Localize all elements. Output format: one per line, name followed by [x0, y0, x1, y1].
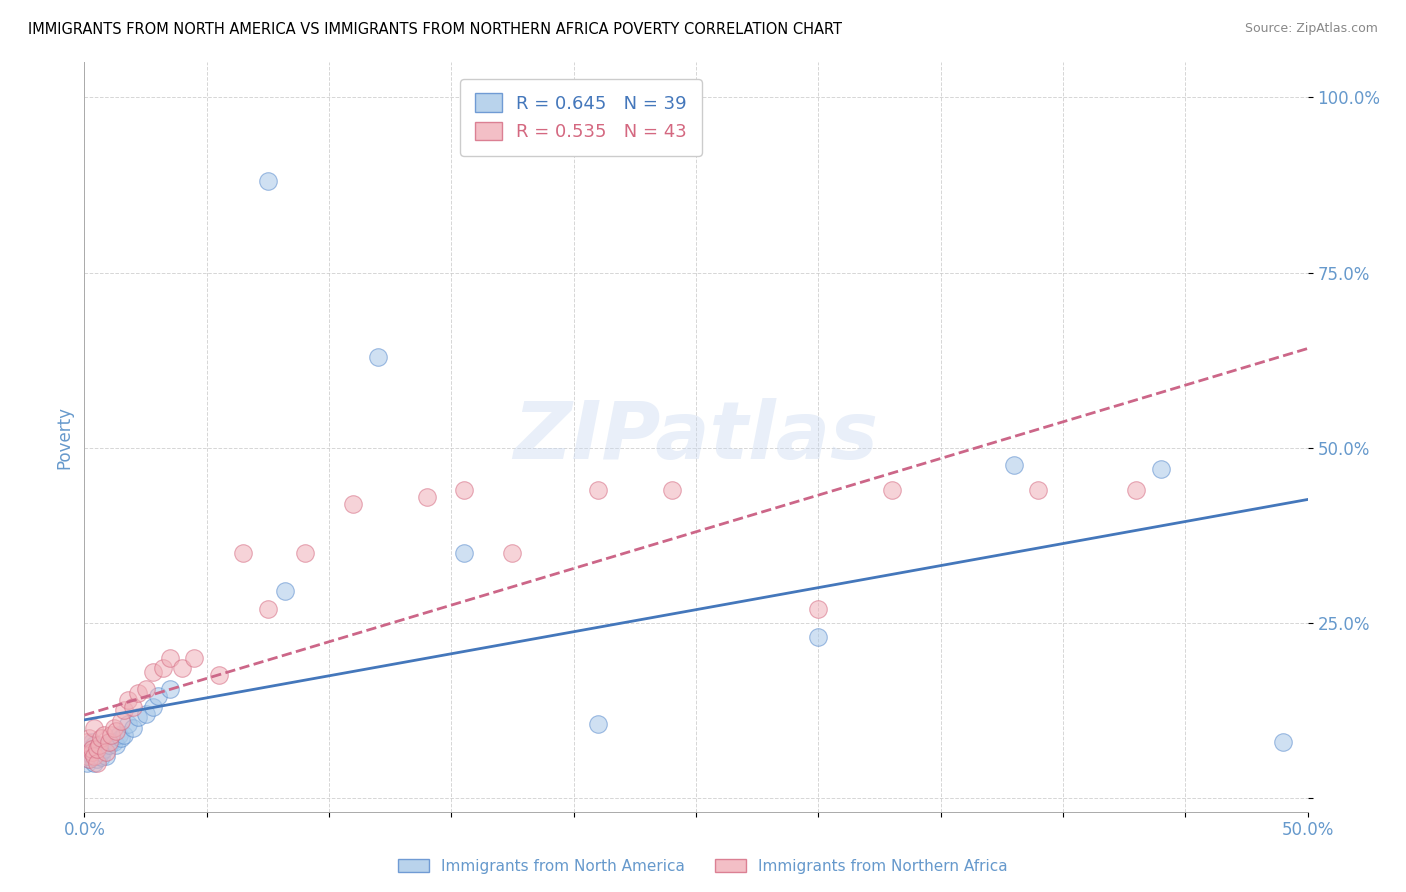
Point	[117, 717, 139, 731]
Point	[80, 748, 103, 763]
Legend: R = 0.645   N = 39, R = 0.535   N = 43: R = 0.645 N = 39, R = 0.535 N = 43	[460, 79, 702, 155]
Point	[76, 734, 98, 748]
Point	[257, 601, 280, 615]
Point	[159, 650, 181, 665]
Point	[159, 682, 181, 697]
Point	[112, 703, 135, 717]
Point	[453, 483, 475, 497]
Point	[83, 738, 105, 752]
Point	[117, 692, 139, 706]
Point	[367, 350, 389, 364]
Point	[86, 741, 108, 756]
Point	[172, 661, 194, 675]
Point	[127, 686, 149, 700]
Text: Source: ZipAtlas.com: Source: ZipAtlas.com	[1244, 22, 1378, 36]
Point	[807, 601, 830, 615]
Point	[76, 756, 98, 770]
Point	[232, 546, 254, 560]
Point	[86, 752, 108, 766]
Point	[342, 497, 364, 511]
Point	[502, 546, 524, 560]
Point	[257, 174, 280, 188]
Point	[90, 750, 112, 764]
Point	[142, 699, 165, 714]
Point	[96, 748, 118, 763]
Point	[83, 721, 105, 735]
Point	[77, 752, 100, 766]
Point	[93, 741, 115, 756]
Point	[93, 728, 115, 742]
Point	[880, 483, 903, 497]
Point	[1028, 483, 1050, 497]
Point	[80, 745, 103, 759]
Point	[103, 721, 125, 735]
Point	[86, 745, 108, 759]
Point	[77, 741, 100, 756]
Point	[152, 661, 174, 675]
Point	[110, 714, 132, 728]
Point	[112, 728, 135, 742]
Point	[87, 738, 110, 752]
Point	[80, 734, 103, 748]
Point	[142, 665, 165, 679]
Point	[96, 745, 118, 759]
Point	[86, 756, 108, 770]
Point	[80, 741, 103, 756]
Point	[90, 745, 112, 759]
Point	[122, 721, 145, 735]
Point	[122, 699, 145, 714]
Point	[1150, 461, 1173, 475]
Point	[105, 724, 128, 739]
Point	[83, 748, 105, 763]
Legend: Immigrants from North America, Immigrants from Northern Africa: Immigrants from North America, Immigrant…	[392, 853, 1014, 880]
Point	[87, 741, 110, 756]
Point	[274, 584, 297, 599]
Point	[135, 682, 157, 697]
Text: ZIPatlas: ZIPatlas	[513, 398, 879, 476]
Point	[453, 546, 475, 560]
Point	[87, 748, 110, 763]
Point	[208, 668, 231, 682]
Point	[416, 490, 439, 504]
Point	[183, 650, 205, 665]
Point	[807, 630, 830, 644]
Point	[1125, 483, 1147, 497]
Point	[83, 756, 105, 770]
Point	[127, 710, 149, 724]
Point	[110, 731, 132, 746]
Point	[77, 731, 100, 746]
Point	[1002, 458, 1025, 472]
Point	[77, 752, 100, 766]
Point	[135, 706, 157, 721]
Point	[661, 483, 683, 497]
Point	[90, 731, 112, 746]
Y-axis label: Poverty: Poverty	[55, 406, 73, 468]
Point	[97, 734, 120, 748]
Point	[76, 748, 98, 763]
Text: IMMIGRANTS FROM NORTH AMERICA VS IMMIGRANTS FROM NORTHERN AFRICA POVERTY CORRELA: IMMIGRANTS FROM NORTH AMERICA VS IMMIGRA…	[28, 22, 842, 37]
Point	[103, 734, 125, 748]
Point	[76, 745, 98, 759]
Point	[107, 728, 129, 742]
Point	[294, 546, 316, 560]
Point	[586, 483, 609, 497]
Point	[1272, 734, 1295, 748]
Point	[586, 717, 609, 731]
Point	[105, 738, 128, 752]
Point	[100, 734, 122, 748]
Point	[100, 728, 122, 742]
Point	[97, 738, 120, 752]
Point	[146, 689, 169, 703]
